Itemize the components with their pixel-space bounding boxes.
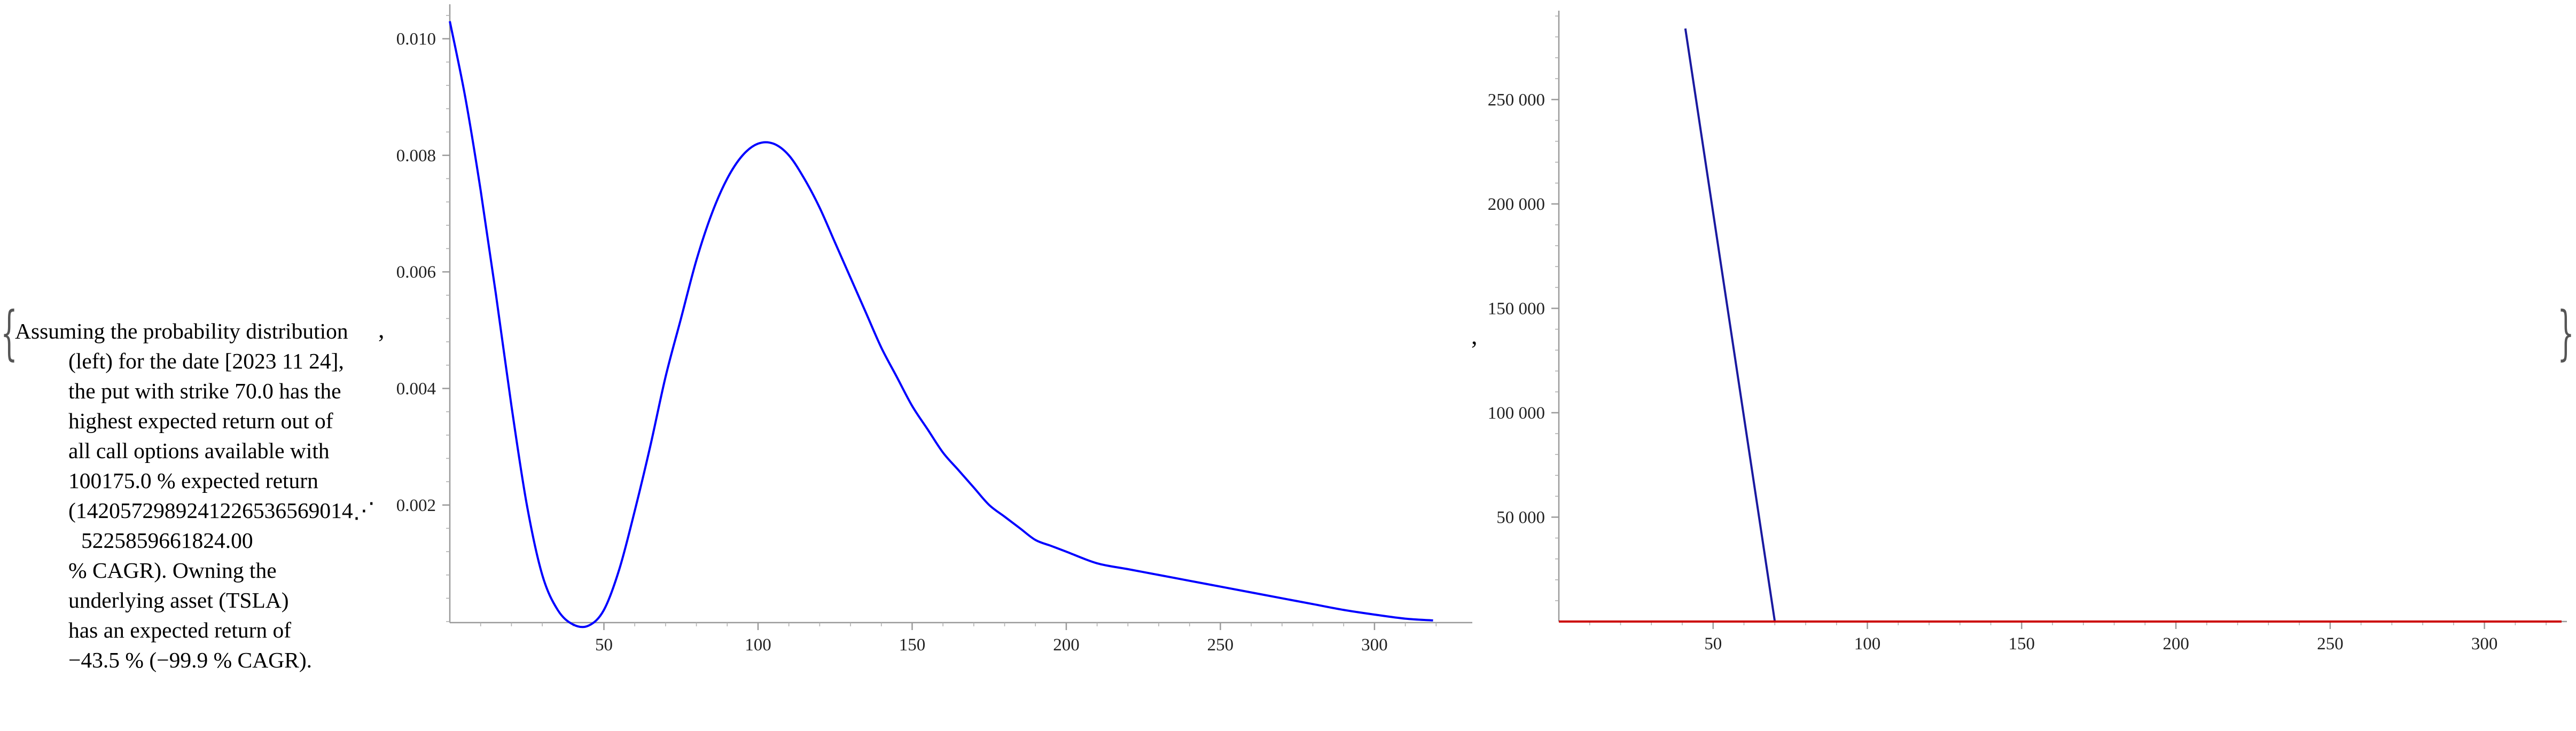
open-brace: { — [1, 298, 18, 367]
text-line: −43.5 % (−99.9 % CAGR). — [68, 648, 313, 672]
option-return-chart: 50 100 150 200 250 300 50 000 100 000 150 000 200… — [1488, 11, 2567, 654]
x-tick-label: 150 — [2009, 634, 2035, 654]
text-line: (left) for the date [2023 11 24], — [68, 349, 344, 373]
y-tick-label: 0.010 — [396, 30, 436, 49]
text-line: 100175.0 % expected return — [68, 468, 318, 493]
text-line: (1420572989241226536569014⋰ — [68, 498, 376, 523]
description-text: Assuming the probability distribution (l… — [15, 316, 378, 675]
text-line: underlying asset (TSLA) — [68, 588, 289, 612]
x-tick-label: 250 — [2317, 634, 2344, 654]
text-line: Assuming the probability distribution — [15, 319, 348, 343]
x-tick-label: 300 — [2471, 634, 2498, 654]
y-tick-label: 100 000 — [1488, 404, 1545, 423]
series-line-1 — [1684, 28, 2562, 623]
x-tick-label: 200 — [1053, 635, 1080, 655]
x-tick-label: 150 — [899, 635, 926, 655]
text-line: all call options available with — [68, 438, 330, 463]
x-tick-label: 300 — [1361, 635, 1388, 655]
y-tick-label: 0.006 — [396, 263, 436, 282]
x-tick-label: 100 — [745, 635, 771, 655]
y-tick-label: 0.008 — [396, 146, 436, 166]
x-tick-label: 50 — [595, 635, 613, 655]
series-line-1 — [449, 21, 1433, 628]
text-line: 5225859661824.00 — [81, 528, 253, 553]
separator-comma-1: , — [378, 316, 385, 343]
x-tick-label: 100 — [1854, 634, 1881, 654]
probability-distribution-chart: 50 100 150 200 250 300 0.002 0.004 0.006 0.008 0.0… — [396, 4, 1472, 655]
y-tick-label: 150 000 — [1488, 299, 1545, 318]
y-tick-label: 50 000 — [1496, 508, 1545, 527]
text-line: the put with strike 70.0 has the — [68, 379, 341, 403]
separator-comma-2: , — [1471, 322, 1478, 349]
x-tick-label: 250 — [1207, 635, 1234, 655]
text-line: highest expected return out of — [68, 408, 333, 433]
text-line: % CAGR). Owning the — [68, 558, 277, 583]
x-tick-label: 50 — [1704, 634, 1722, 654]
y-tick-label: 250 000 — [1488, 90, 1545, 109]
text-line: has an expected return of — [68, 618, 292, 642]
y-tick-label: 200 000 — [1488, 195, 1545, 214]
x-tick-label: 200 — [2163, 634, 2189, 654]
y-tick-label: 0.004 — [396, 379, 436, 398]
y-tick-label: 0.002 — [396, 496, 436, 515]
close-brace: } — [2557, 298, 2574, 367]
